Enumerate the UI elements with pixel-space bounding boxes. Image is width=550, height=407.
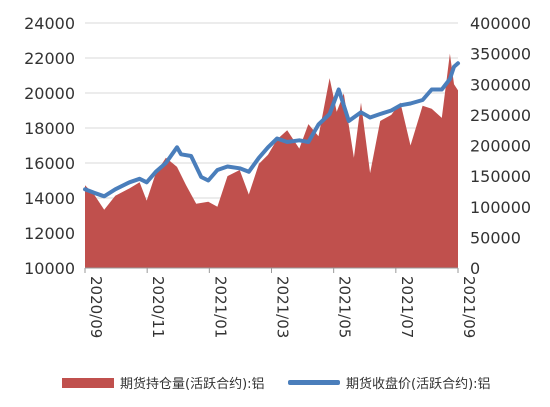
chart: 10000 12000 14000 16000 18000 20000 22000 24000…	[24, 14, 531, 338]
right-y-tick-label: 100000	[470, 198, 531, 217]
right-y-tick-label: 0	[470, 259, 480, 278]
closing-price-line	[83, 61, 460, 199]
legend-label-closing-price: 期货收盘价(活跃合约):铝	[346, 377, 491, 392]
left-y-tick-label: 24000	[24, 14, 75, 33]
right-y-tick-label: 300000	[470, 75, 531, 94]
left-y-tick-label: 12000	[24, 224, 75, 243]
closing-price-line-series	[83, 61, 460, 199]
open-interest-area	[85, 53, 458, 268]
legend-label-open-interest: 期货持仓量(活跃合约):铝	[120, 377, 265, 392]
right-y-axis-ticks: 0 50000 100000 150000 200000 250000 300000 3500…	[470, 14, 531, 278]
left-y-tick-label: 18000	[24, 119, 75, 138]
x-tick-label: 2021/05	[336, 276, 354, 338]
left-y-tick-label: 10000	[24, 259, 75, 278]
legend-item-open-interest: 期货持仓量(活跃合约):铝	[62, 373, 265, 392]
left-y-tick-label: 14000	[24, 189, 75, 208]
left-y-tick-label: 22000	[24, 49, 75, 68]
legend-swatch-open-interest	[62, 377, 114, 388]
left-y-axis-ticks: 10000 12000 14000 16000 18000 20000 22000 24000	[24, 14, 75, 278]
x-tick-label: 2021/03	[274, 276, 292, 338]
x-tick-label: 2020/11	[149, 276, 167, 338]
x-tick-label: 2021/01	[211, 276, 229, 338]
x-tick-label: 2021/09	[460, 276, 478, 338]
x-tick-label: 2020/09	[87, 276, 105, 338]
right-y-tick-label: 150000	[470, 167, 531, 186]
legend-swatch-closing-price	[288, 380, 340, 385]
open-interest-area-series	[85, 53, 458, 268]
x-axis-ticks: 2020/09 2020/11 2021/01 2021/03 2021/05 2021/…	[84, 268, 478, 338]
legend: 期货持仓量(活跃合约):铝 期货收盘价(活跃合约):铝	[0, 367, 550, 397]
left-y-tick-label: 16000	[24, 154, 75, 173]
x-tick-label: 2021/07	[398, 276, 416, 338]
right-y-tick-label: 350000	[470, 45, 531, 64]
legend-item-closing-price: 期货收盘价(活跃合约):铝	[288, 373, 491, 392]
right-y-tick-label: 50000	[470, 228, 521, 247]
left-y-tick-label: 20000	[24, 84, 75, 103]
right-y-tick-label: 400000	[470, 14, 531, 33]
right-y-tick-label: 250000	[470, 106, 531, 125]
right-y-tick-label: 200000	[470, 137, 531, 156]
